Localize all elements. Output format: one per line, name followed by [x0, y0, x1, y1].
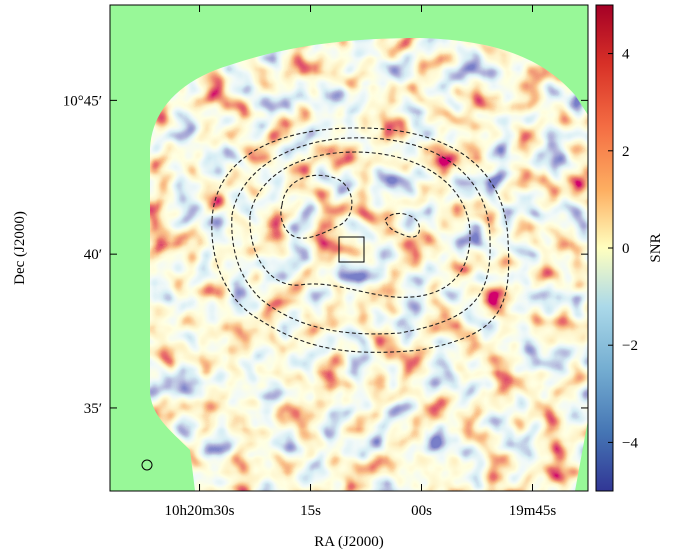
x-tick-label: 19m45s	[509, 503, 557, 519]
x-tick-label: 10h20m30s	[165, 503, 235, 519]
y-axis-label: Dec (J2000)	[12, 211, 28, 285]
target-box	[338, 236, 365, 263]
x-tick-label: 15s	[300, 503, 321, 519]
y-tick-label: 10°45′	[63, 93, 102, 109]
y-tick-label: 40′	[84, 247, 102, 263]
colorbar-tick-label: −4	[622, 435, 638, 451]
colorbar-tick-label: −2	[622, 338, 638, 354]
colorbar-label: SNR	[648, 233, 664, 262]
x-tick-label: 00s	[411, 503, 432, 519]
colorbar-tick-label: 0	[622, 241, 630, 257]
plot-frame	[109, 4, 589, 492]
beam	[141, 459, 153, 471]
snr-noise	[150, 38, 588, 491]
x-axis-label: RA (J2000)	[314, 534, 384, 550]
snr-map	[150, 38, 588, 491]
y-tick-label: 35′	[84, 401, 102, 417]
contours	[211, 127, 510, 353]
colorbar-tick-label: 4	[622, 47, 630, 63]
colorbar-tick-label: 2	[622, 144, 630, 160]
